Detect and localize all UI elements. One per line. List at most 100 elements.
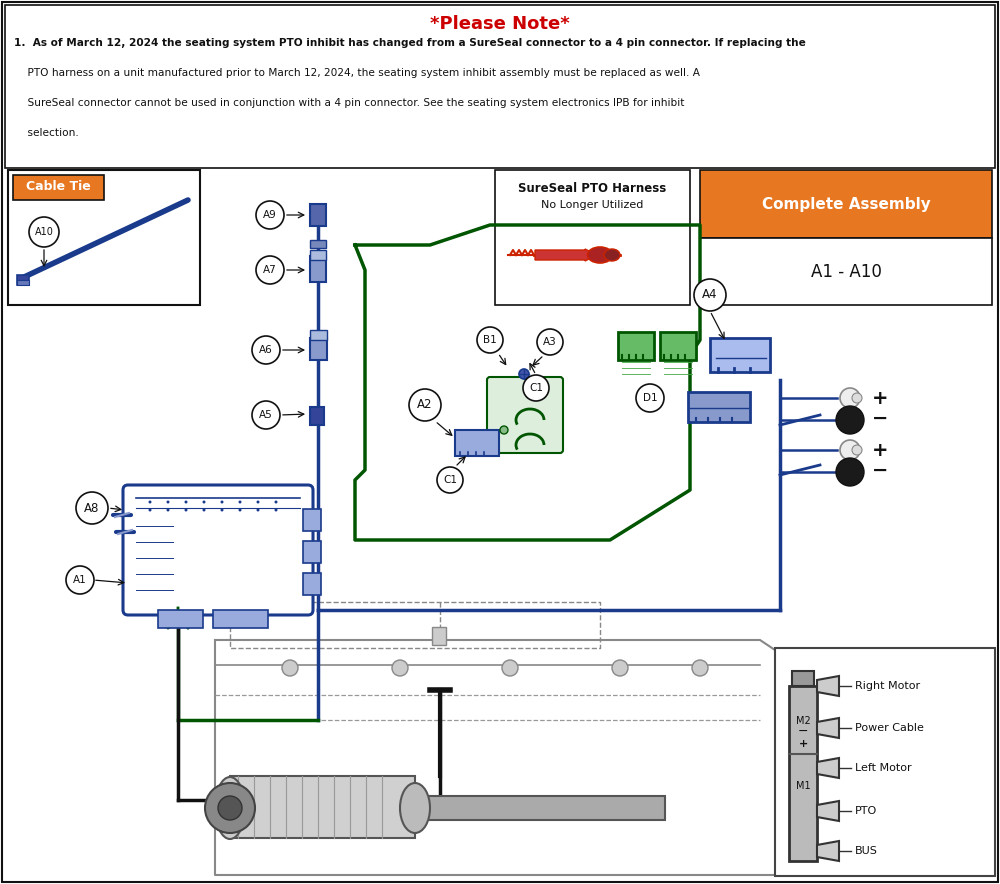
Text: −: − <box>798 725 808 737</box>
Text: M2: M2 <box>796 716 810 726</box>
Circle shape <box>836 406 864 434</box>
Ellipse shape <box>604 249 620 261</box>
Circle shape <box>852 445 862 455</box>
Bar <box>775 648 995 876</box>
Ellipse shape <box>588 247 612 263</box>
Circle shape <box>256 256 284 284</box>
FancyBboxPatch shape <box>123 485 313 615</box>
Bar <box>303 541 321 563</box>
Circle shape <box>252 401 280 429</box>
Bar <box>700 238 992 305</box>
Text: M1: M1 <box>796 781 810 791</box>
Text: SureSeal PTO Harness: SureSeal PTO Harness <box>518 182 666 195</box>
Circle shape <box>184 508 188 512</box>
Text: BUS: BUS <box>855 846 878 856</box>
Circle shape <box>29 217 59 247</box>
Bar <box>310 330 327 340</box>
Polygon shape <box>817 801 839 821</box>
Text: D1: D1 <box>643 393 657 403</box>
Circle shape <box>239 500 242 504</box>
Text: 1.  As of March 12, 2024 the seating system PTO inhibit has changed from a SureS: 1. As of March 12, 2024 the seating syst… <box>14 38 806 48</box>
Circle shape <box>66 566 94 594</box>
Bar <box>310 338 327 360</box>
Bar <box>303 573 321 595</box>
Text: Complete Assembly: Complete Assembly <box>762 197 930 212</box>
Text: A4: A4 <box>702 288 718 301</box>
Text: A10: A10 <box>35 227 53 237</box>
Bar <box>310 256 326 282</box>
Text: Power Cable: Power Cable <box>855 723 924 733</box>
Bar <box>455 430 499 456</box>
Text: Left Motor: Left Motor <box>855 763 912 773</box>
Text: Cable Tie: Cable Tie <box>26 180 90 194</box>
Circle shape <box>256 201 284 229</box>
Polygon shape <box>817 758 839 778</box>
Polygon shape <box>817 718 839 738</box>
Circle shape <box>502 660 518 676</box>
Text: selection.: selection. <box>14 128 79 138</box>
Text: C1: C1 <box>529 383 543 393</box>
Text: A6: A6 <box>259 345 273 355</box>
Bar <box>432 627 446 645</box>
Text: +: + <box>798 739 808 749</box>
Circle shape <box>252 336 280 364</box>
Circle shape <box>184 500 188 504</box>
Circle shape <box>205 783 255 833</box>
Circle shape <box>256 500 260 504</box>
Circle shape <box>166 500 170 504</box>
Circle shape <box>392 660 408 676</box>
Circle shape <box>256 508 260 512</box>
Circle shape <box>840 388 860 408</box>
Bar <box>310 240 326 248</box>
Text: A1 - A10: A1 - A10 <box>811 263 881 281</box>
Ellipse shape <box>400 783 430 833</box>
Polygon shape <box>817 841 839 861</box>
Circle shape <box>220 500 224 504</box>
Text: No Longer Utilized: No Longer Utilized <box>541 200 643 210</box>
Circle shape <box>694 279 726 311</box>
Bar <box>792 671 814 686</box>
Bar <box>495 170 690 305</box>
Bar <box>310 250 326 260</box>
Circle shape <box>852 393 862 403</box>
Circle shape <box>148 500 152 504</box>
Circle shape <box>519 369 529 379</box>
Text: B1: B1 <box>483 335 497 345</box>
Circle shape <box>202 508 206 512</box>
Polygon shape <box>817 676 839 696</box>
Text: A7: A7 <box>263 265 277 275</box>
Circle shape <box>274 500 278 504</box>
Circle shape <box>218 796 242 820</box>
Circle shape <box>500 426 508 434</box>
Bar <box>310 204 326 226</box>
Circle shape <box>692 660 708 676</box>
Circle shape <box>437 467 463 493</box>
Circle shape <box>636 384 664 412</box>
Circle shape <box>148 508 152 512</box>
Text: A9: A9 <box>263 210 277 220</box>
Bar <box>17 280 29 285</box>
Circle shape <box>477 327 503 353</box>
Text: SureSeal connector cannot be used in conjunction with a 4 pin connector. See the: SureSeal connector cannot be used in con… <box>14 98 684 108</box>
Bar <box>618 332 654 360</box>
Text: −: − <box>872 461 888 479</box>
Text: A1: A1 <box>73 575 87 585</box>
Text: +: + <box>872 440 888 460</box>
Bar <box>213 610 268 628</box>
Bar <box>5 5 995 168</box>
Bar <box>158 610 203 628</box>
Text: Right Motor: Right Motor <box>855 681 920 691</box>
Text: A2: A2 <box>417 399 433 411</box>
Text: A5: A5 <box>259 410 273 420</box>
Circle shape <box>166 508 170 512</box>
FancyBboxPatch shape <box>487 377 563 453</box>
Circle shape <box>239 508 242 512</box>
Text: PTO: PTO <box>855 806 877 816</box>
Circle shape <box>537 329 563 355</box>
Text: C1: C1 <box>443 475 457 485</box>
Circle shape <box>274 508 278 512</box>
Circle shape <box>836 458 864 486</box>
Circle shape <box>76 492 108 524</box>
Bar <box>688 392 750 422</box>
Bar <box>303 509 321 531</box>
